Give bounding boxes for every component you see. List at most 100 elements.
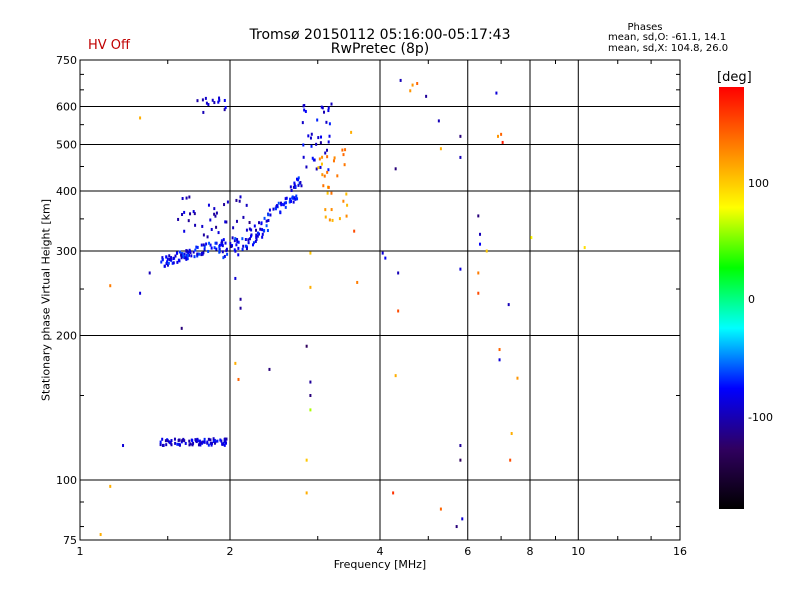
echo-point (221, 250, 224, 254)
echo-point (166, 257, 169, 261)
echo-point (309, 380, 312, 384)
echo-point (213, 438, 216, 442)
echo-point (176, 260, 179, 264)
phases-x-stats: mean, sd,X: 104.8, 26.0 (608, 43, 729, 54)
echo-point (235, 219, 238, 223)
echo-point (213, 101, 216, 105)
echo-point (203, 244, 206, 248)
echo-point (204, 96, 207, 100)
echo-point (148, 271, 151, 275)
echo-point (267, 218, 270, 222)
echo-point (459, 155, 462, 159)
echo-point (310, 132, 313, 136)
echo-point (200, 243, 203, 247)
echo-point (250, 228, 253, 232)
echo-point (234, 361, 237, 365)
echo-point (583, 246, 586, 250)
echo-point (209, 218, 212, 222)
y-tick-label: 600 (56, 101, 77, 114)
echo-point (109, 284, 112, 288)
echo-point (295, 194, 298, 198)
echo-point (384, 256, 387, 260)
echo-point (236, 238, 239, 242)
echo-point (172, 261, 175, 265)
echo-point (239, 297, 242, 301)
echo-point (201, 441, 204, 445)
echo-point (235, 243, 238, 247)
echo-point (239, 306, 242, 310)
echo-point (231, 236, 234, 240)
echo-point (233, 239, 236, 243)
echo-point (397, 309, 400, 313)
echo-point (224, 441, 227, 445)
echo-point (234, 276, 237, 280)
echo-point (495, 91, 498, 95)
echo-point (272, 207, 275, 211)
echo-point (173, 437, 176, 441)
echo-point (170, 256, 173, 260)
echo-point (218, 243, 221, 247)
echo-point (321, 173, 324, 177)
echo-point (223, 254, 226, 258)
echo-point (345, 214, 348, 218)
echo-point (242, 244, 245, 248)
echo-point (309, 251, 312, 255)
echo-point (212, 439, 215, 443)
echo-point (218, 247, 221, 251)
echo-point (168, 258, 171, 262)
echo-point (289, 197, 292, 201)
echo-point (479, 242, 482, 246)
echo-point (241, 247, 244, 251)
echo-point (229, 242, 232, 246)
echo-point (244, 244, 247, 248)
echo-point (461, 517, 464, 521)
echo-point (220, 439, 223, 443)
echo-point (459, 458, 462, 462)
echo-point (304, 109, 307, 113)
echo-point (247, 238, 250, 242)
echo-point (318, 157, 321, 161)
echo-point (198, 252, 201, 256)
echo-point (319, 165, 322, 169)
echo-point (295, 177, 298, 181)
echo-point (203, 440, 206, 444)
echo-point (165, 255, 168, 259)
echo-point (162, 443, 165, 447)
echo-point (268, 367, 271, 371)
echo-point (177, 258, 180, 262)
echo-point (225, 437, 228, 441)
echo-point (222, 256, 225, 260)
echo-point (268, 208, 271, 212)
echo-point (254, 239, 257, 243)
echo-point (217, 100, 220, 104)
y-tick-label: 400 (56, 185, 77, 198)
echo-point (392, 491, 395, 495)
echo-point (307, 134, 310, 138)
echo-point (327, 168, 330, 172)
echo-point (210, 227, 213, 231)
echo-point (218, 96, 221, 100)
echo-point (296, 197, 299, 201)
echo-point (221, 442, 224, 446)
echo-point (263, 216, 266, 220)
echo-point (265, 224, 268, 228)
echo-point (159, 440, 162, 444)
echo-point (321, 106, 324, 110)
echo-point (302, 143, 305, 147)
echo-point (235, 198, 238, 202)
echo-point (238, 199, 241, 203)
echo-point (317, 136, 320, 140)
x-tick-label: 16 (673, 545, 687, 558)
echo-point (167, 261, 170, 265)
echo-point (161, 258, 164, 262)
echo-point (168, 254, 171, 258)
echo-point (186, 257, 189, 261)
echo-point (501, 140, 504, 144)
echo-point (257, 232, 260, 236)
echo-point (187, 251, 190, 255)
echo-point (321, 155, 324, 159)
echo-point (202, 243, 205, 247)
echo-point (208, 241, 211, 245)
echo-point (181, 197, 184, 201)
echo-point (324, 215, 327, 219)
